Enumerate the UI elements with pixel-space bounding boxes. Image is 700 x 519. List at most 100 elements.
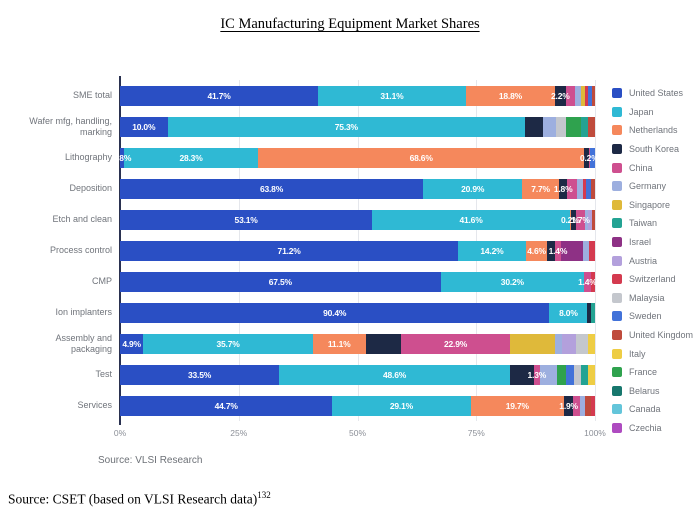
bar-segment-south-korea: [570, 209, 577, 230]
bar-segment-united-states: 4.9%: [120, 333, 144, 354]
stacked-bar: 0.8% 28.3% 68.6% 0.2%: [113, 147, 599, 168]
segment-value-label: 14.2%: [480, 245, 504, 256]
segment-value-label: 0.2%: [579, 152, 599, 163]
bar-row: CMP 67.5% 30.2% 1.4%: [20, 266, 597, 297]
bar-segment-japan: 29.1%: [332, 395, 471, 416]
bar-segment-united-kingdom: [591, 209, 595, 230]
stacked-bar: 44.7% 29.1% 19.7% 1.9%: [120, 395, 595, 416]
stacked-bar: 63.8% 20.9% 7.7% 1.8%: [120, 178, 595, 199]
category-label: Etch and clean: [52, 214, 112, 225]
market-share-chart: SME total 41.7% 31.1% 18.8% 2.2% Wafer mfg, h…: [20, 76, 606, 444]
bar-segment-china: 22.9%: [401, 333, 510, 354]
legend-swatch: [612, 144, 622, 155]
bar-segment-netherlands: 0.2%: [561, 209, 580, 230]
segment-value-label: 53.1%: [234, 214, 258, 225]
legend-item: Singapore: [612, 196, 693, 215]
legend-swatch: [612, 255, 622, 266]
bar-segment-israel: [561, 240, 583, 261]
bar-segment-austria: [588, 209, 592, 230]
bar-segment-germany: [543, 116, 556, 137]
legend-item: Belarus: [612, 382, 693, 401]
x-tick-label: 0%: [113, 428, 127, 438]
segment-value-label: 19.7%: [505, 400, 529, 411]
segment-value-label: 22.9%: [443, 338, 468, 349]
segment-value-label: 1.9%: [559, 400, 578, 411]
bar-segment-united-states: 63.8%: [120, 178, 424, 199]
segment-value-label: 1.7%: [571, 214, 590, 225]
x-tick-label: 75%: [467, 428, 485, 438]
bar-segment-china: 1.3%: [528, 364, 546, 385]
bar-segment-china: 1.4%: [578, 271, 597, 292]
legend-item: Germany: [612, 177, 693, 196]
bar-segment-china: 1.4%: [549, 240, 567, 261]
legend-item: South Korea: [612, 140, 693, 159]
bar-segment-united-states: 71.2%: [120, 240, 459, 261]
bar-segment-japan: 41.6%: [372, 209, 570, 230]
legend-swatch: [612, 311, 622, 322]
bar-segment-netherlands: 19.7%: [470, 395, 565, 416]
x-tick-label: 100%: [584, 428, 606, 438]
legend-swatch: [612, 237, 622, 248]
category-label: Wafer mfg, handling, marking: [29, 115, 112, 137]
legend-label: South Korea: [629, 144, 680, 155]
legend-swatch: [612, 404, 622, 415]
legend-item: Italy: [612, 344, 693, 363]
legend-item: Switzerland: [612, 270, 693, 289]
bar-segment-sweden: [587, 85, 593, 106]
legend-swatch: [612, 88, 622, 99]
segment-value-label: 31.1%: [380, 90, 404, 101]
category-label: CMP: [92, 276, 112, 287]
bar-segment-japan: 48.6%: [279, 364, 510, 385]
stacked-bar: 41.7% 31.1% 18.8% 2.2%: [120, 85, 595, 106]
legend-label: Sweden: [629, 311, 662, 322]
legend-item: Malaysia: [612, 289, 693, 308]
bar-segment-china: [565, 85, 576, 106]
category-label: Deposition: [69, 183, 112, 194]
bar-segment-sweden: [586, 178, 592, 199]
segment-value-label: 41.7%: [207, 90, 231, 101]
segment-value-label: 4.9%: [122, 338, 141, 349]
legend-item: France: [612, 363, 693, 382]
chart-title: IC Manufacturing Equipment Market Shares: [0, 16, 700, 33]
legend-item: United States: [612, 84, 693, 103]
bar-segment-japan: 28.3%: [123, 147, 259, 168]
legend-item: Israel: [612, 233, 693, 252]
segment-value-label: 1.8%: [553, 183, 573, 194]
document-source-line: Source: CSET (based on VLSI Research dat…: [8, 490, 271, 508]
segment-value-label: 4.6%: [527, 245, 546, 256]
legend-swatch: [612, 348, 622, 359]
segment-value-label: 7.7%: [531, 183, 550, 194]
x-tick-label: 25%: [230, 428, 248, 438]
bar-segment-united-kingdom: [592, 85, 595, 106]
bar-segment-united-states: 41.7%: [120, 85, 319, 106]
segment-value-label: 0.2%: [560, 214, 580, 225]
bar-segment-south-korea: 1.9%: [559, 395, 578, 416]
bar-segment-japan: 31.1%: [318, 85, 466, 106]
legend-item: United Kingdom: [612, 326, 693, 345]
stacked-bar: 67.5% 30.2% 1.4%: [120, 271, 597, 292]
bar-row: Services 44.7% 29.1% 19.7% 1.9%: [20, 390, 595, 421]
segment-value-label: 90.4%: [323, 307, 347, 318]
bar-segment-japan: 30.2%: [440, 271, 585, 292]
x-axis: 0% 25% 50% 75% 100%: [114, 428, 606, 444]
bar-segment-taiwan: [591, 302, 595, 323]
bar-row: Wafer mfg, handling, marking 10.0% 75.3%: [20, 111, 595, 142]
bar-segment-south-korea: 1.8%: [554, 178, 573, 199]
bar-segment-united-states: 0.8%: [113, 147, 131, 168]
bar-segment-netherlands: 7.7%: [522, 178, 559, 199]
bar-segment-united-states: 53.1%: [120, 209, 373, 230]
legend-label: Netherlands: [629, 125, 678, 136]
segment-value-label: 44.7%: [214, 400, 238, 411]
bar-segment-germany: [576, 178, 583, 199]
legend-label: Italy: [629, 348, 646, 359]
stacked-bar: 90.4% 8.0%: [120, 302, 595, 323]
legend-item: Netherlands: [612, 121, 693, 140]
bar-segment-united-kingdom: [591, 178, 595, 199]
bar-segment-austria: [562, 333, 577, 354]
bar-segment-united-kingdom: [588, 116, 595, 137]
bar-segment-japan: 8.0%: [549, 302, 588, 323]
bar-segment-japan: 20.9%: [423, 178, 523, 199]
segment-value-label: 8.0%: [559, 307, 578, 318]
legend-label: Israel: [629, 237, 652, 248]
